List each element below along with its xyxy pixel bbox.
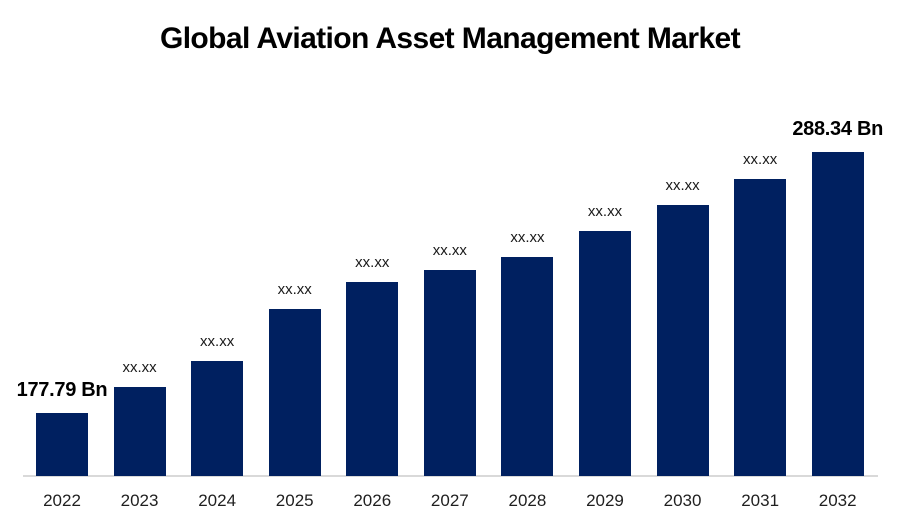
tick-label-2027: 2027: [430, 491, 469, 510]
chart-title: Global Aviation Asset Management Market: [159, 22, 741, 55]
bar-2026: [346, 282, 399, 476]
value-label-2028: xx.xx: [510, 229, 545, 246]
bar-2028: [501, 257, 554, 476]
bar-2025: [268, 309, 321, 476]
tick-label-2024: 2024: [198, 491, 237, 510]
value-label-2029: xx.xx: [587, 203, 623, 220]
tick-label-2030: 2030: [663, 491, 702, 510]
value-label-2031: xx.xx: [743, 151, 778, 168]
tick-label-2023: 2023: [120, 491, 159, 510]
bar-2032: [811, 152, 864, 476]
value-label-2024: xx.xx: [200, 333, 235, 350]
value-label-2027: xx.xx: [432, 242, 467, 259]
tick-label-2025: 2025: [275, 491, 314, 510]
bar-2024: [191, 361, 244, 476]
value-label-2025: xx.xx: [277, 281, 312, 298]
x-axis-line: [23, 475, 878, 477]
bar-2023: [113, 387, 166, 476]
value-label-2032: 288.34 Bn: [792, 118, 884, 140]
value-label-2026: xx.xx: [355, 254, 390, 271]
value-label-2030: xx.xx: [665, 177, 700, 194]
bar-2030: [656, 205, 709, 476]
bar-2029: [578, 231, 631, 476]
bar-2027: [423, 270, 476, 476]
bar-2022: [36, 413, 88, 476]
tick-label-2032: 2032: [818, 491, 857, 510]
tick-label-2022: 2022: [43, 491, 81, 510]
tick-label-2026: 2026: [353, 491, 392, 510]
bar-2031: [734, 179, 787, 476]
tick-label-2029: 2029: [586, 491, 624, 510]
tick-label-2028: 2028: [508, 491, 547, 510]
tick-label-2031: 2031: [741, 491, 780, 510]
value-label-2022: 177.79 Bn: [16, 379, 108, 401]
value-label-2023: xx.xx: [122, 359, 157, 376]
